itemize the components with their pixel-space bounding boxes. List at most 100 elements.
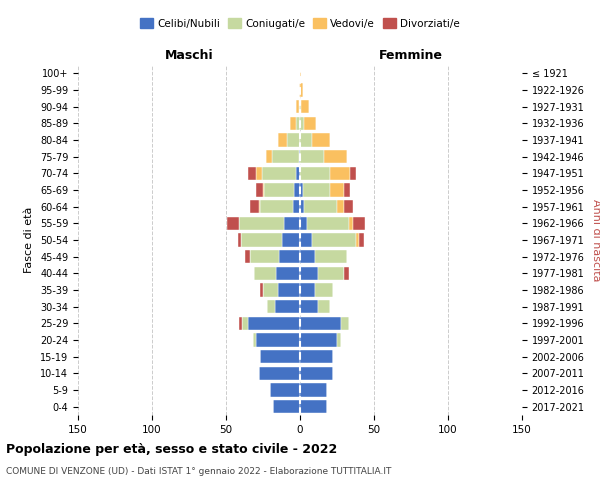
- Bar: [307, 216, 349, 230]
- Bar: [341, 316, 349, 330]
- Bar: [282, 234, 300, 246]
- Bar: [323, 150, 347, 164]
- Bar: [265, 184, 294, 196]
- Bar: [329, 184, 344, 196]
- Bar: [245, 250, 250, 264]
- Bar: [259, 200, 260, 213]
- Bar: [253, 334, 256, 346]
- Bar: [290, 116, 296, 130]
- Bar: [239, 316, 242, 330]
- Bar: [300, 366, 332, 380]
- Bar: [300, 66, 301, 80]
- Bar: [337, 200, 344, 213]
- Bar: [303, 184, 329, 196]
- Bar: [256, 166, 262, 180]
- Bar: [299, 150, 300, 164]
- Bar: [312, 234, 356, 246]
- Bar: [284, 216, 300, 230]
- Y-axis label: Anni di nascita: Anni di nascita: [592, 198, 600, 281]
- Bar: [300, 350, 332, 364]
- Bar: [278, 284, 300, 296]
- Bar: [239, 216, 284, 230]
- Bar: [304, 200, 337, 213]
- Bar: [260, 200, 293, 213]
- Bar: [300, 266, 318, 280]
- Bar: [271, 384, 300, 396]
- Bar: [300, 84, 303, 96]
- Bar: [318, 300, 329, 314]
- Bar: [300, 316, 341, 330]
- Bar: [259, 366, 300, 380]
- Bar: [299, 84, 300, 96]
- Bar: [359, 234, 364, 246]
- Bar: [300, 384, 326, 396]
- Bar: [300, 284, 315, 296]
- Bar: [293, 200, 300, 213]
- Bar: [254, 266, 277, 280]
- Bar: [300, 150, 323, 164]
- Bar: [250, 250, 279, 264]
- Bar: [312, 134, 329, 146]
- Bar: [263, 284, 278, 296]
- Bar: [279, 250, 300, 264]
- Text: Maschi: Maschi: [164, 48, 214, 62]
- Bar: [300, 166, 329, 180]
- Bar: [227, 216, 239, 230]
- Bar: [300, 400, 326, 413]
- Bar: [272, 150, 299, 164]
- Bar: [300, 300, 318, 314]
- Bar: [277, 266, 300, 280]
- Bar: [337, 334, 341, 346]
- Bar: [241, 234, 282, 246]
- Bar: [315, 250, 347, 264]
- Bar: [344, 200, 353, 213]
- Bar: [287, 134, 300, 146]
- Bar: [296, 116, 300, 130]
- Bar: [266, 150, 272, 164]
- Bar: [353, 216, 365, 230]
- Bar: [300, 216, 307, 230]
- Bar: [294, 184, 300, 196]
- Bar: [263, 184, 265, 196]
- Text: COMUNE DI VENZONE (UD) - Dati ISTAT 1° gennaio 2022 - Elaborazione TUTTITALIA.IT: COMUNE DI VENZONE (UD) - Dati ISTAT 1° g…: [6, 468, 391, 476]
- Bar: [274, 400, 300, 413]
- Bar: [329, 166, 350, 180]
- Bar: [344, 266, 349, 280]
- Bar: [296, 166, 300, 180]
- Bar: [268, 300, 275, 314]
- Bar: [300, 116, 304, 130]
- Bar: [300, 200, 304, 213]
- Bar: [300, 100, 301, 114]
- Bar: [278, 134, 287, 146]
- Legend: Celibi/Nubili, Coniugati/e, Vedovi/e, Divorziati/e: Celibi/Nubili, Coniugati/e, Vedovi/e, Di…: [136, 14, 464, 33]
- Bar: [300, 334, 337, 346]
- Bar: [349, 216, 353, 230]
- Bar: [248, 316, 300, 330]
- Bar: [315, 284, 332, 296]
- Bar: [256, 334, 300, 346]
- Bar: [318, 266, 344, 280]
- Bar: [250, 200, 259, 213]
- Bar: [242, 316, 248, 330]
- Text: Popolazione per età, sesso e stato civile - 2022: Popolazione per età, sesso e stato civil…: [6, 442, 337, 456]
- Bar: [300, 184, 303, 196]
- Bar: [300, 134, 312, 146]
- Bar: [299, 100, 300, 114]
- Bar: [350, 166, 356, 180]
- Bar: [248, 166, 256, 180]
- Bar: [260, 284, 263, 296]
- Bar: [301, 100, 309, 114]
- Y-axis label: Fasce di età: Fasce di età: [25, 207, 34, 273]
- Bar: [262, 166, 296, 180]
- Bar: [304, 116, 316, 130]
- Bar: [275, 300, 300, 314]
- Bar: [356, 234, 359, 246]
- Bar: [344, 184, 350, 196]
- Bar: [256, 184, 263, 196]
- Bar: [300, 250, 315, 264]
- Bar: [238, 234, 241, 246]
- Text: Femmine: Femmine: [379, 48, 443, 62]
- Bar: [260, 350, 300, 364]
- Bar: [296, 100, 299, 114]
- Bar: [300, 234, 312, 246]
